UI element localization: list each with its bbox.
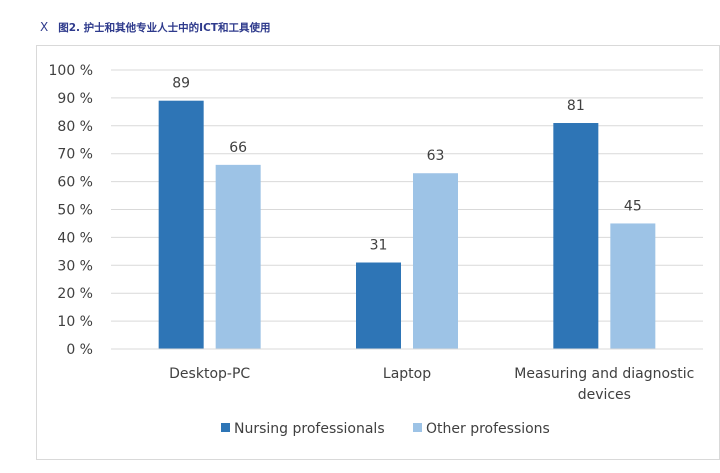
x-tick-label: Desktop-PC: [169, 366, 250, 382]
y-tick-label: 0 %: [66, 342, 93, 358]
bar-nursing: [158, 100, 204, 349]
data-label: 31: [370, 238, 388, 254]
legend-label: Nursing professionals: [234, 421, 385, 437]
x-tick-label: devices: [578, 387, 631, 403]
legend-label: Other professions: [426, 421, 550, 437]
figure-title: 图2. 护士和其他专业人士中的ICT和工具使用: [58, 21, 271, 34]
data-label: 45: [624, 198, 642, 214]
x-tick-label: Measuring and diagnostic: [514, 366, 694, 382]
bar-nursing: [553, 123, 599, 349]
y-tick-label: 10 %: [57, 314, 93, 330]
y-tick-label: 40 %: [57, 230, 93, 246]
data-label: 89: [172, 76, 190, 92]
x-tick-label: Laptop: [383, 366, 431, 382]
close-icon[interactable]: X: [40, 20, 49, 34]
y-tick-label: 80 %: [57, 119, 93, 135]
chart-frame: 0 % 10 % 20 % 30 % 40 % 50 % 60 % 70 % 80 % 90 % 1…: [36, 45, 720, 460]
y-tick-label: 70 %: [57, 147, 93, 163]
bar-other: [610, 223, 656, 349]
y-tick-label: 60 %: [57, 175, 93, 191]
y-tick-label: 100 %: [49, 63, 93, 79]
y-tick-label: 90 %: [57, 91, 93, 107]
data-label: 63: [427, 148, 445, 164]
y-tick-label: 30 %: [57, 258, 93, 274]
bar-other: [215, 164, 261, 349]
bar-other: [413, 173, 458, 349]
bar-nursing: [356, 262, 401, 349]
figure-header: X 图2. 护士和其他专业人士中的ICT和工具使用: [40, 17, 270, 37]
data-label: 66: [229, 140, 247, 156]
legend-swatch: [413, 423, 422, 432]
y-tick-label: 20 %: [57, 286, 93, 302]
bar-chart: 0 % 10 % 20 % 30 % 40 % 50 % 60 % 70 % 80 % 90 % 1…: [49, 63, 703, 437]
data-label: 81: [567, 98, 585, 114]
y-tick-label: 50 %: [57, 203, 93, 219]
legend-swatch: [221, 423, 230, 432]
